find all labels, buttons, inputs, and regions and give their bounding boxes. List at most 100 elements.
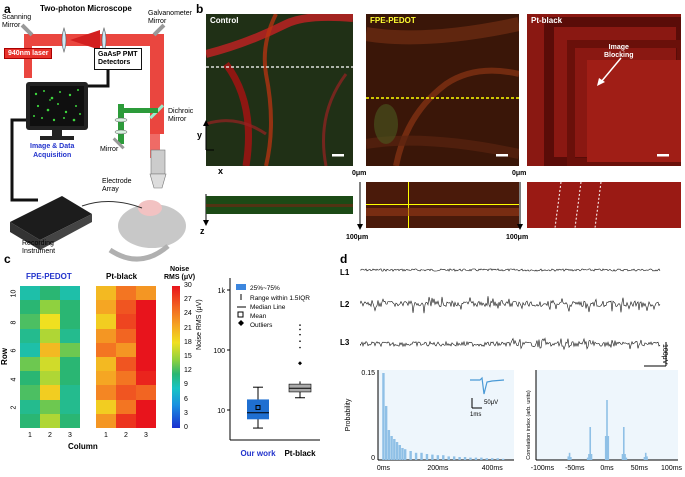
isi-bar bbox=[382, 373, 385, 460]
isi-bar bbox=[398, 445, 401, 460]
heatmap-cell bbox=[40, 314, 60, 329]
heatmap-cell bbox=[20, 314, 40, 329]
colorbar-tick: 3 bbox=[184, 409, 188, 417]
row-axis-label: Row bbox=[0, 348, 9, 365]
boxplot-tick-label: 10 bbox=[217, 408, 225, 415]
row-tick-10: 10 bbox=[10, 289, 18, 298]
colorbar-tick: 15 bbox=[184, 353, 192, 360]
isi-bar bbox=[425, 454, 429, 460]
heatmap-cell bbox=[96, 328, 116, 343]
isi-bar bbox=[384, 406, 388, 460]
mouse-body bbox=[118, 204, 186, 248]
heatmap-cell bbox=[96, 356, 116, 372]
trace-label-l3: L3 bbox=[340, 338, 350, 347]
axis-z-label: z bbox=[200, 226, 205, 236]
isi-bar bbox=[414, 452, 418, 460]
colorbar-tick: 9 bbox=[184, 381, 188, 389]
heatmap-cell bbox=[136, 371, 156, 386]
recording-instrument-box bbox=[10, 196, 92, 240]
box2-outlier bbox=[299, 328, 301, 331]
corr-bar bbox=[644, 452, 647, 460]
panel-b-letter: b bbox=[196, 2, 204, 16]
legend-item: Mean bbox=[250, 313, 267, 320]
isi-bar bbox=[447, 456, 450, 460]
corr-bar bbox=[590, 454, 593, 460]
isi-plot-bg bbox=[378, 370, 514, 460]
electrophysiology-traces bbox=[360, 268, 667, 367]
depth-top-2: 0μm bbox=[512, 170, 527, 177]
panel-a-letter: a bbox=[4, 2, 11, 16]
corr-xtick: -50ms bbox=[565, 465, 585, 472]
acquisition-cable bbox=[10, 118, 38, 202]
heatmap-cell bbox=[136, 286, 156, 301]
heatmap-cell bbox=[96, 399, 116, 414]
heatmap-cell bbox=[116, 399, 136, 414]
fluorescent-cells bbox=[33, 89, 81, 122]
beam-cone bbox=[70, 30, 100, 50]
legend-mean bbox=[237, 311, 244, 318]
heatmap-cell bbox=[60, 399, 80, 414]
box2-outlier-max bbox=[298, 361, 302, 366]
trace-label-l2: L2 bbox=[340, 300, 350, 309]
isi-bar bbox=[485, 458, 488, 460]
pedot-vessels bbox=[366, 14, 519, 166]
heatmap-cell bbox=[20, 413, 40, 428]
control-vessels bbox=[206, 14, 353, 166]
axis-y-label: y bbox=[197, 130, 203, 140]
colorbar-tick: 30 bbox=[184, 282, 192, 289]
legend-outlier bbox=[238, 320, 244, 326]
heatmap-cell bbox=[40, 300, 60, 315]
heatmap-cell bbox=[20, 300, 40, 315]
isi-bar bbox=[431, 454, 434, 460]
colorbar-tick: 0 bbox=[184, 424, 188, 431]
corr-xtick: 100ms bbox=[661, 465, 683, 472]
corr-bar bbox=[606, 400, 608, 460]
isi-bar bbox=[404, 449, 407, 460]
heatmap-cell bbox=[116, 286, 136, 301]
isi-bar bbox=[458, 457, 461, 460]
control-image bbox=[206, 14, 353, 166]
heatmap-1-title: FPE-PEDOT bbox=[26, 272, 72, 281]
pedot-image bbox=[366, 14, 519, 166]
ptblack-image bbox=[527, 14, 681, 166]
monitor-stand bbox=[52, 130, 62, 136]
corr-xtick: -100ms bbox=[531, 465, 555, 472]
heatmap-cell bbox=[136, 356, 156, 372]
heatmap-cell bbox=[116, 413, 136, 428]
col-tick-1a: 1 bbox=[28, 432, 32, 439]
isi-bar bbox=[387, 430, 391, 460]
isi-ylabel: Probability bbox=[345, 398, 352, 431]
depth-top-1: 0μm bbox=[352, 170, 367, 177]
box1-mean bbox=[255, 405, 261, 411]
panel-c-letter: c bbox=[4, 252, 11, 266]
heatmap-cell bbox=[60, 356, 80, 372]
heatmap-cell bbox=[40, 328, 60, 343]
legend-item: Outliers bbox=[250, 322, 273, 329]
category-label-our-work: Our work bbox=[240, 449, 276, 458]
trace-l1 bbox=[360, 268, 661, 272]
axis-x-label: x bbox=[218, 166, 224, 176]
heatmap-cell bbox=[60, 300, 80, 315]
colorbar-tick: 27 bbox=[184, 296, 192, 304]
control-label: Control bbox=[210, 16, 239, 25]
heatmap-cell bbox=[20, 371, 40, 386]
col-tick-2a: 2 bbox=[48, 432, 52, 439]
noise-boxplot: 1k 100 10 25%~75% Range within 1.5IQR Median … bbox=[213, 278, 320, 458]
corr-bar bbox=[604, 436, 607, 460]
heatmap-cell bbox=[136, 328, 156, 343]
corr-bar bbox=[621, 454, 624, 460]
acquisition-label: Image & Data Acquisition bbox=[30, 143, 75, 159]
boxplot-ylabel: Noise RMS (μV) bbox=[196, 299, 203, 350]
col-tick-3a: 3 bbox=[68, 432, 72, 439]
electrode-array-label: Electrode Array bbox=[102, 178, 132, 193]
corr-bar bbox=[567, 456, 570, 460]
panel-d-letter: d bbox=[340, 252, 348, 266]
trace-label-l1: L1 bbox=[340, 268, 350, 277]
legend-item: Median Line bbox=[250, 304, 286, 311]
legend-box-swatch bbox=[236, 284, 246, 290]
heatmap-cell bbox=[136, 385, 156, 400]
heatmap-pt-black bbox=[96, 286, 156, 428]
isi-bar bbox=[474, 457, 478, 460]
isi-ytick-zero: 0 bbox=[371, 455, 375, 462]
isi-bar bbox=[436, 455, 440, 460]
